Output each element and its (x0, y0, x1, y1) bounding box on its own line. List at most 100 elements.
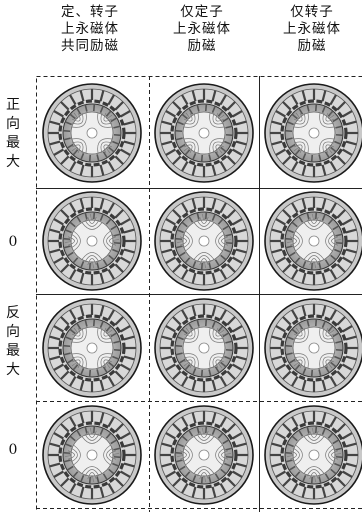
stator-slot-line (271, 335, 283, 341)
rotor-slot-line (200, 262, 204, 270)
air-gap-band (58, 314, 126, 382)
stator-slot-line (345, 140, 357, 146)
stator-slot-line (232, 325, 243, 333)
stator-slot-line (291, 94, 299, 105)
air-gap-band (280, 207, 348, 275)
motor-flux-plot (264, 83, 362, 183)
stator-slot-line (235, 355, 247, 361)
stator-slot-line (342, 432, 353, 440)
stator-slot-line (181, 483, 189, 494)
rotor-slot-line (200, 369, 204, 377)
stator-slot-line (172, 263, 182, 273)
rotor-slot-line (99, 320, 104, 328)
stator-slot-line (69, 416, 77, 427)
stator-slot-line (336, 263, 346, 273)
rotor-slot-line (196, 319, 200, 327)
rotor-slot-line (335, 125, 343, 129)
stator-slot-line (69, 309, 77, 320)
stator-slot-line (49, 462, 61, 468)
shaft (308, 449, 320, 461)
stator-slot-line (114, 101, 124, 111)
rotor-slot-line (80, 153, 85, 161)
stator-slot-line (161, 355, 173, 361)
rotor-slot-line (330, 361, 337, 368)
rotor-slot-line (222, 439, 230, 445)
stator-slot-line (79, 198, 85, 210)
stator-slot-line (114, 263, 124, 273)
rotor-slot-line (318, 262, 322, 270)
stator-slot-line (165, 363, 176, 371)
header-line: 励磁 (187, 38, 217, 54)
stator-slot-line (172, 316, 182, 326)
stator-slot-line (123, 335, 135, 341)
stator-slot-line (336, 316, 346, 326)
rotor-slot-line (330, 254, 337, 261)
stator-slot-line (161, 462, 173, 468)
rotor-slot-line (220, 468, 227, 475)
rotor-slot-line (225, 340, 233, 344)
rotor-slot-line (96, 476, 100, 484)
stator-slot-line (49, 355, 61, 361)
stator-slot-line (60, 209, 70, 219)
rotor-slot-line (208, 262, 212, 270)
rotor-slot-line (102, 259, 108, 267)
rotor-slot-line (224, 140, 232, 145)
rotor-slot-line (76, 107, 82, 115)
rotor-slot-line (211, 320, 216, 328)
rotor-slot-line (88, 154, 92, 162)
stator-slot-line (107, 269, 115, 280)
shaft (198, 449, 210, 461)
rotor-slot-line (110, 332, 118, 338)
rotor-slot-line (200, 476, 204, 484)
row-label-zero-1: 0 (2, 233, 24, 252)
stator-slot-line (53, 110, 64, 118)
stator-slot-line (165, 148, 176, 156)
rotor-slot-line (314, 212, 318, 220)
shaft (86, 342, 98, 354)
stator-slot-line (301, 486, 307, 498)
rotor-slot-line (214, 366, 220, 374)
rotor-slot-line (80, 261, 85, 269)
rotor-slot-line (310, 476, 314, 484)
rotor-slot-line (63, 352, 71, 356)
stator-slot-line (79, 412, 85, 424)
rotor-slot-line (64, 443, 72, 448)
rotor-slot-line (192, 153, 197, 161)
stator-slot-line (336, 101, 346, 111)
rotor-slot-line (66, 465, 74, 471)
stator-slot-line (211, 272, 217, 284)
stator-slot-line (172, 209, 182, 219)
rotor-slot-line (176, 229, 184, 234)
row-label-char: 大 (6, 154, 20, 170)
stator-slot-line (107, 483, 115, 494)
stator-slot-line (161, 442, 173, 448)
rotor-slot-line (102, 151, 108, 159)
stator-slot-line (329, 94, 337, 105)
rotor-slot-line (178, 465, 186, 471)
rotor-slot-line (112, 462, 120, 467)
row-label-char: 向 (6, 324, 20, 340)
rotor-slot-line (217, 432, 224, 439)
rotor-slot-line (69, 113, 76, 120)
air-gap-band (280, 99, 348, 167)
rotor-slot-line (192, 475, 197, 483)
shaft (308, 235, 320, 247)
stator-slot-line (191, 379, 197, 391)
stator-slot-line (329, 269, 337, 280)
stator-slot-line (49, 248, 61, 254)
stator-slot-line (79, 164, 85, 176)
rotor-slot-line (96, 262, 100, 270)
rotor-slot-line (314, 104, 318, 112)
stator-slot-line (181, 269, 189, 280)
rotor-slot-line (175, 245, 183, 249)
stator-slot-line (123, 442, 135, 448)
shaft (86, 449, 98, 461)
rotor-slot-line (99, 427, 104, 435)
stator-slot-line (342, 110, 353, 118)
stator-slot-line (275, 148, 286, 156)
header-line: 上永磁体 (173, 21, 231, 37)
stator-slot-line (120, 148, 131, 156)
row-label-char: 最 (6, 135, 20, 151)
header-line: 励磁 (297, 38, 327, 54)
